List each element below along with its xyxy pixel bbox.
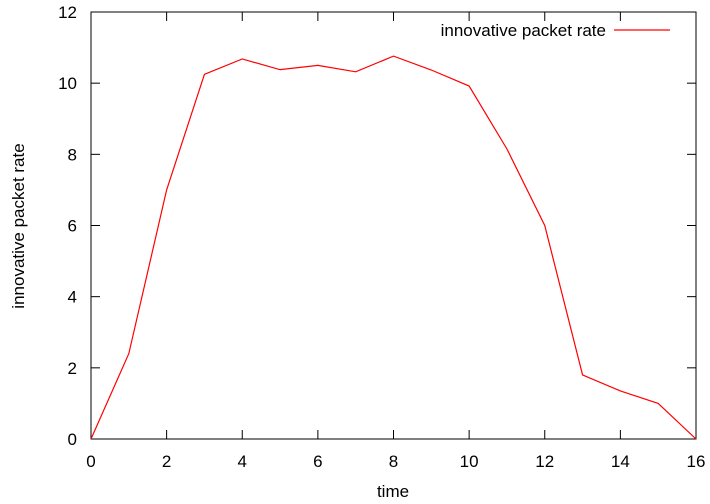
series-line-innovative-packet-rate <box>90 55 697 440</box>
x-tick-label: 14 <box>611 452 630 471</box>
y-axis-ticks: 0 2 4 6 8 10 12 <box>58 3 696 449</box>
x-axis-ticks: 0 2 4 6 8 10 12 14 16 <box>86 12 705 471</box>
x-tick-label: 16 <box>687 452 706 471</box>
x-axis-label: time <box>377 482 409 501</box>
y-tick-label: 0 <box>68 430 77 449</box>
x-tick-label: 0 <box>86 452 95 471</box>
y-tick-label: 12 <box>58 3 77 22</box>
x-tick-label: 2 <box>162 452 171 471</box>
x-tick-label: 10 <box>460 452 479 471</box>
x-tick-label: 12 <box>535 452 554 471</box>
legend: innovative packet rate <box>441 21 670 40</box>
x-tick-label: 6 <box>313 452 322 471</box>
legend-label: innovative packet rate <box>441 21 606 40</box>
x-tick-label: 4 <box>238 452 247 471</box>
x-tick-label: 8 <box>389 452 398 471</box>
y-tick-label: 10 <box>58 74 77 93</box>
plot-frame <box>90 11 697 440</box>
y-tick-label: 6 <box>68 217 77 236</box>
y-tick-label: 8 <box>68 145 77 164</box>
y-tick-label: 2 <box>68 359 77 378</box>
y-tick-label: 4 <box>68 288 77 307</box>
y-axis-label: innovative packet rate <box>9 143 28 308</box>
